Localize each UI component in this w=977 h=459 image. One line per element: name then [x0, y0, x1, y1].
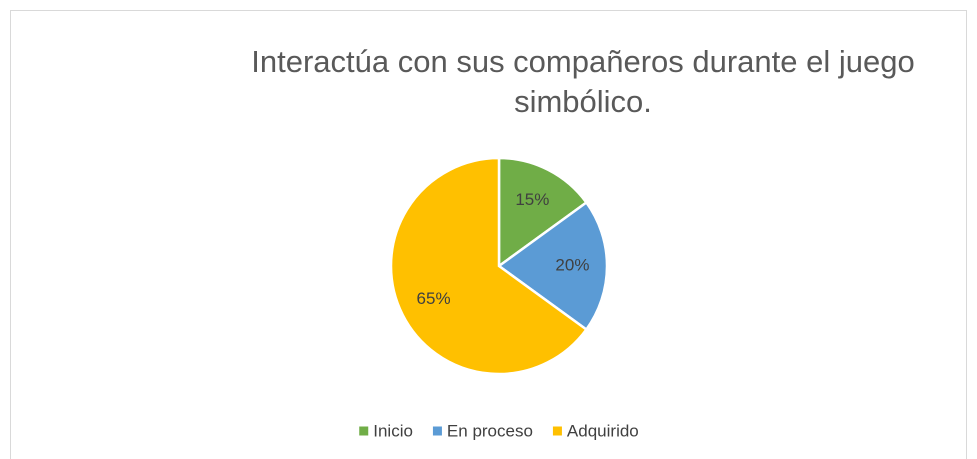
legend-marker: [552, 426, 562, 436]
legend-marker: [432, 426, 442, 436]
pie-slice: [497, 156, 589, 269]
legend-label: Adquirido: [567, 421, 639, 440]
legend-label: En proceso: [447, 421, 533, 440]
data-label: 65%: [417, 289, 451, 308]
legend-label: Inicio: [373, 421, 413, 440]
pie-slice: [389, 156, 589, 376]
legend-marker: [359, 426, 369, 436]
pie-slice: [496, 200, 609, 332]
chart-border: [10, 10, 967, 459]
data-label: 20%: [555, 255, 589, 274]
chart-title: Interactúa con sus compañeros durante el…: [251, 44, 915, 119]
data-label: 15%: [515, 190, 549, 209]
